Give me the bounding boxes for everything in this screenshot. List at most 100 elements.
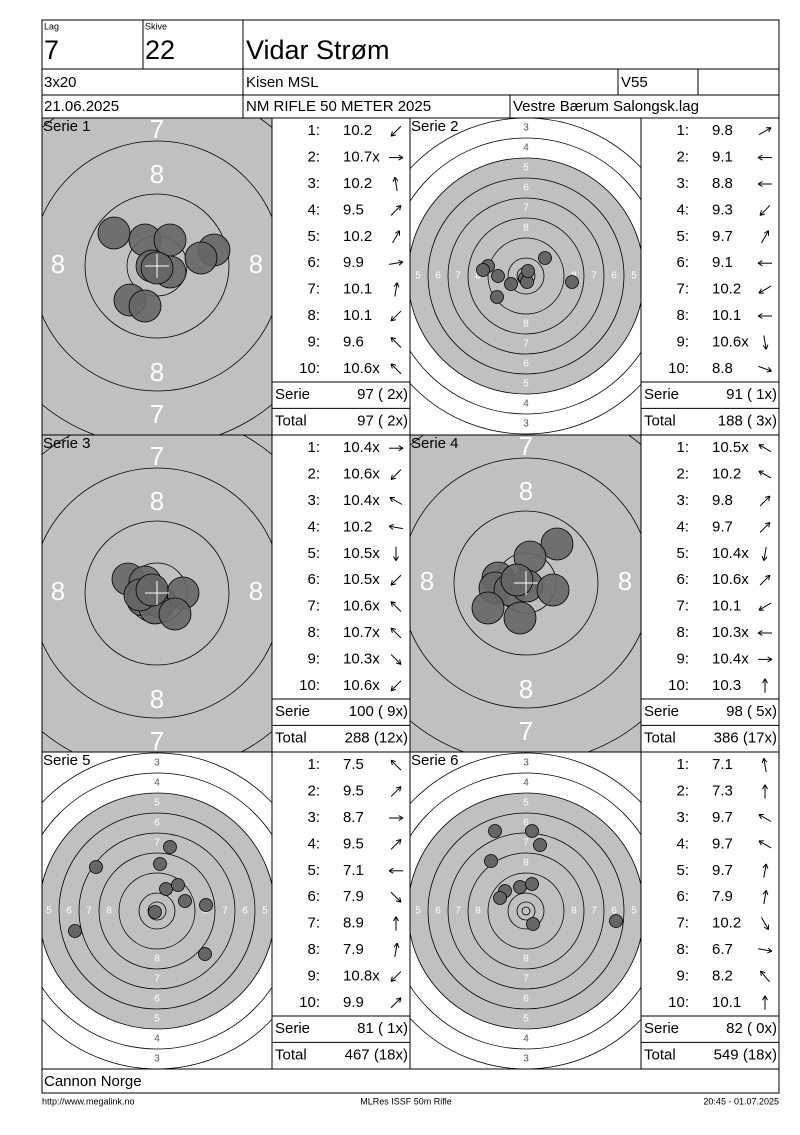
shot-number: 4: — [307, 201, 320, 218]
ring-number: 5 — [523, 163, 529, 174]
ring-number: 5 — [46, 906, 52, 917]
shot-number: 3: — [676, 492, 689, 509]
shot-number: 1: — [307, 756, 320, 773]
direction-arrow — [391, 892, 401, 902]
shot-number: 4: — [676, 201, 689, 218]
shot-number: 3: — [307, 809, 320, 826]
total-score: 467 (18x) — [345, 1047, 408, 1064]
shot-hole — [492, 270, 505, 283]
shot-score: 10.1 — [343, 307, 372, 324]
shot-score: 7.1 — [343, 862, 364, 879]
shot-score: 6.7 — [712, 941, 733, 958]
direction-arrow-head — [389, 524, 394, 526]
ring-number: 8 — [523, 858, 529, 869]
shot-number: 2: — [676, 466, 689, 483]
shot-hole — [136, 574, 168, 606]
shot-hole — [526, 825, 539, 838]
skive-label: Skive — [145, 21, 167, 31]
direction-arrow-head — [397, 283, 399, 288]
shot-number: 6: — [676, 571, 689, 588]
direction-arrow — [391, 205, 401, 215]
ring-number: 7 — [523, 203, 529, 214]
shot-hole — [90, 861, 103, 874]
direction-arrow — [391, 839, 401, 849]
ring-number: 4 — [523, 143, 529, 154]
ring-number: 8 — [523, 223, 529, 234]
shooter-name: Vidar Strøm — [246, 35, 390, 65]
shot-number: 6: — [676, 888, 689, 905]
direction-arrow — [391, 760, 401, 770]
shot-score: 10.7x — [343, 624, 380, 641]
ring-number: 6 — [523, 994, 529, 1005]
ring-number: 6 — [435, 271, 441, 282]
shot-score: 9.1 — [712, 254, 733, 271]
shot-number: 4: — [307, 518, 320, 535]
ring-number: 7 — [150, 726, 164, 756]
direction-arrow — [391, 602, 401, 612]
serie-label: Serie — [275, 1020, 310, 1037]
direction-arrow — [391, 470, 401, 480]
serie-label: Serie — [644, 703, 679, 720]
shot-score: 7.3 — [712, 783, 733, 800]
ring-number: 8 — [420, 566, 434, 596]
shot-number: 9: — [307, 967, 320, 984]
shot-score: 7.9 — [712, 888, 733, 905]
shot-number: 5: — [307, 862, 320, 879]
shot-number: 8: — [307, 624, 320, 641]
shot-score: 10.1 — [712, 994, 741, 1011]
ring-number: 8 — [150, 357, 164, 387]
ring-number: 4 — [154, 778, 160, 789]
ring-number: 5 — [415, 906, 421, 917]
class: V55 — [621, 74, 648, 91]
shot-hole — [526, 878, 539, 891]
ring-number: 3 — [523, 123, 529, 134]
shot-hole — [527, 918, 540, 931]
shot-number: 10: — [668, 677, 689, 694]
ring-number: 8 — [475, 906, 481, 917]
ring-number: 7 — [222, 906, 228, 917]
shot-score: 9.8 — [712, 492, 733, 509]
direction-arrow — [391, 364, 401, 374]
direction-arrow-head — [762, 556, 764, 561]
ring-number: 5 — [262, 906, 268, 917]
shot-number: 1: — [676, 439, 689, 456]
shot-number: 2: — [307, 783, 320, 800]
shot-number: 8: — [676, 941, 689, 958]
ring-number: 8 — [150, 684, 164, 714]
shot-score: 9.7 — [712, 862, 733, 879]
shot-number: 7: — [307, 915, 320, 932]
shot-number: 3: — [676, 175, 689, 192]
ring-number: 8 — [106, 906, 112, 917]
ring-number: 8 — [150, 486, 164, 516]
serie-label: Serie — [275, 386, 310, 403]
ring-number: 8 — [523, 319, 529, 330]
shot-number: 8: — [676, 624, 689, 641]
shot-hole — [489, 825, 502, 838]
shot-score: 10.3x — [712, 624, 749, 641]
shot-number: 2: — [676, 783, 689, 800]
shot-score: 10.1 — [712, 307, 741, 324]
shot-number: 3: — [307, 175, 320, 192]
shot-score: 10.4x — [712, 545, 749, 562]
ring-number: 5 — [631, 906, 637, 917]
shot-number: 5: — [676, 862, 689, 879]
shot-number: 9: — [307, 333, 320, 350]
shot-number: 6: — [676, 254, 689, 271]
serie-title: Serie 6 — [411, 752, 459, 769]
shot-score: 8.8 — [712, 175, 733, 192]
shot-number: 7: — [307, 281, 320, 298]
direction-arrow — [391, 575, 401, 585]
ring-number: 8 — [571, 906, 577, 917]
shot-score: 10.4x — [343, 492, 380, 509]
shot-number: 5: — [676, 228, 689, 245]
shot-number: 2: — [307, 466, 320, 483]
direction-arrow — [760, 205, 770, 215]
ring-number: 6 — [154, 818, 160, 829]
ring-number: 6 — [611, 271, 617, 282]
shot-number: 7: — [307, 598, 320, 615]
shot-hole — [494, 892, 507, 905]
total-score: 188 ( 3x) — [718, 413, 777, 430]
shot-number: 6: — [307, 254, 320, 271]
